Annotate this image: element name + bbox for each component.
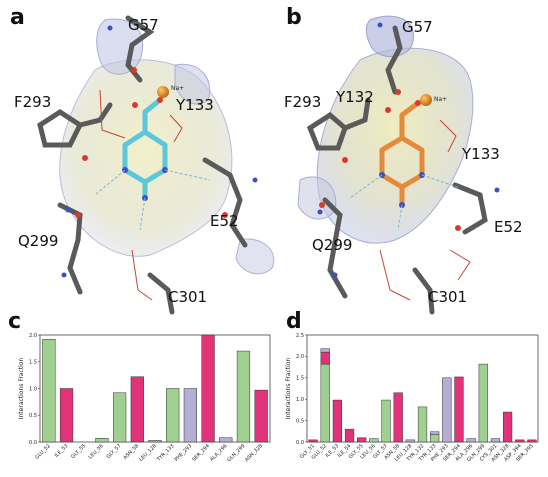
y-axis-label-d: Interactions Fraction [285, 358, 292, 420]
bar-c-PHE_293-hydrophobic [183, 388, 198, 443]
nitrogen-atoms-a [61, 25, 258, 278]
x-tick-label-c-8: PHE_293 [174, 443, 194, 463]
residue-label-a-2: Y133 [175, 96, 214, 114]
x-tick-label-c-7: TYR_133 [155, 443, 175, 463]
bar-c-GLN_299-hbond [236, 350, 251, 443]
bar-d-TYR_133-hbond [430, 434, 440, 443]
bar-c-GLU_52-hbond [42, 339, 56, 443]
panel-letter-d: d [286, 309, 302, 334]
protein-sticks-b [306, 25, 488, 315]
chart-c: 0.0 0.5 1.0 1.5 2.0 Interactions Fraction GLU_… [18, 333, 271, 463]
bar-d-PHE_293-hydrophobic [442, 377, 452, 443]
ion-label-a: Na+ [171, 85, 184, 92]
bar-d-ASN_58-ionic [393, 392, 403, 443]
bar-c-ASN_328-ionic [254, 389, 268, 443]
oxygen-atoms-b [319, 89, 461, 231]
y-tick-label-c-1: 0.5 [29, 413, 37, 419]
hbonds-a [94, 169, 211, 231]
bar-d-SER_294-ionic [454, 376, 464, 443]
bar-d-SER_395-ionic [527, 439, 537, 443]
x-tick-label-c-12: ASN_328 [244, 443, 264, 463]
y-axis-label-c: Interactions Fraction [18, 358, 25, 420]
plot-frame-c [39, 334, 271, 443]
bar-d-ASN_328-ionic [502, 411, 513, 443]
bar-d-GLU_52-hydrophobic [320, 348, 330, 353]
residue-label-a-3: E52 [210, 212, 239, 230]
residue-label-b-1: F293 [284, 93, 321, 111]
binding-surface-a-bottom [235, 238, 275, 275]
y-tick-label-d-1: 0.5 [296, 418, 304, 424]
residue-label-b-0: G57 [402, 18, 433, 36]
bar-c-GLY_57-hbond [112, 392, 127, 443]
protein-sticks-a [37, 15, 248, 315]
bar-d-TYR_133-hydrophobic [430, 431, 440, 435]
residue-label-a-0: G57 [128, 16, 159, 34]
residue-label-a-4: Q299 [18, 232, 58, 250]
y-tick-label-d-2: 1.0 [296, 397, 304, 403]
binding-surface-a-right [174, 63, 211, 105]
x-tick-label-c-11: GLN_299 [226, 443, 246, 463]
bar-d-CYS_301-hydrophobic [490, 438, 501, 443]
bar-d-ALA_296-hydrophobic [466, 438, 476, 443]
x-tick-label-c-4: GLY_57 [106, 443, 123, 460]
x-tick-label-c-3: LEU_56 [88, 443, 105, 460]
panel-letter-b: b [286, 5, 302, 30]
bar-c-LEU_56-hbond [95, 438, 109, 443]
residue-label-b-3: Y133 [461, 145, 500, 163]
bar-d-GLY_51-ionic [308, 439, 318, 443]
residue-label-b-2: Y132 [335, 88, 374, 106]
bar-c-SER_294-ionic [201, 334, 215, 443]
hbonds-b [349, 174, 461, 231]
y-tick-label-d-3: 1.5 [296, 376, 304, 382]
bar-c-LEU_128-hydrophobic [148, 440, 162, 443]
x-tick-label-c-1: ILE_53 [54, 443, 70, 459]
residue-label-b-6: C301 [428, 288, 467, 306]
ion-label-b: Na+ [434, 96, 447, 103]
residue-label-a-1: F293 [14, 93, 51, 111]
bar-d-TYR_132-hbond [417, 406, 428, 443]
panel-a: a [10, 5, 275, 315]
y-tick-label-c-4: 2.0 [29, 333, 37, 339]
bar-d-LEU_56-hbond [369, 438, 379, 443]
oxygen-atoms-a [75, 67, 228, 218]
nitrogen-atoms-b [317, 22, 500, 278]
protein-thin-lines-a [99, 89, 183, 301]
y-tick-label-d-5: 2.5 [296, 333, 304, 339]
y-tick-label-c-2: 1.0 [29, 386, 37, 392]
panel-b: b [284, 5, 523, 315]
bar-d-ASP_394-ionic [515, 439, 525, 443]
x-tick-label-c-2: GLY_55 [70, 443, 87, 460]
bar-d-GLN_299-hbond [478, 363, 488, 443]
bar-c-TYR_133-hbond [166, 388, 180, 443]
x-tick-label-c-0: GLU_52 [34, 443, 52, 461]
y-tick-label-d-0: 0.0 [296, 440, 304, 446]
residue-label-b-4: E52 [494, 218, 523, 236]
bar-d-ILE_54-ionic [344, 428, 355, 443]
residue-label-a-5: C301 [168, 288, 207, 306]
bar-c-ILE_53-ionic [59, 388, 74, 443]
x-tick-label-c-6: LEU_128 [138, 443, 158, 463]
y-tick-label-c-0: 0.0 [29, 440, 37, 446]
bar-c-ASN_58-ionic [130, 376, 144, 443]
bar-d-GLU_52-ionic [320, 351, 330, 365]
bar-d-GLY_55-ionic [357, 437, 367, 443]
panel-letter-c: c [8, 309, 21, 334]
bar-d-LEU_128-hydrophobic [405, 439, 415, 443]
sodium-ion-b [420, 94, 432, 106]
y-tick-label-c-3: 1.5 [29, 360, 37, 366]
sodium-ion-a [157, 86, 169, 98]
x-tick-label-c-9: SER_294 [191, 443, 211, 463]
bar-d-ILE_53-ionic [332, 399, 343, 443]
protein-thin-lines-b [379, 119, 471, 301]
bar-d-GLY_57-hbond [381, 399, 391, 443]
residue-label-b-5: Q299 [312, 236, 352, 254]
bar-d-GLU_52-hbond [320, 363, 330, 443]
bar-c-ALA_296-hydrophobic [219, 437, 233, 443]
panel-letter-a: a [10, 5, 25, 30]
y-tick-label-d-4: 2.0 [296, 354, 304, 360]
